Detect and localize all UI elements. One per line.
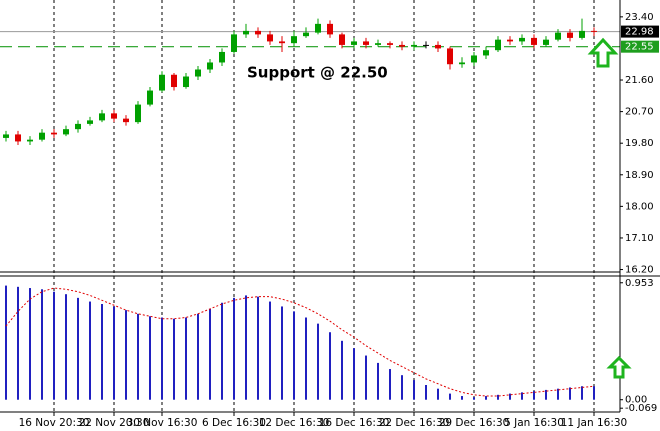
candle-body	[411, 44, 417, 47]
candle-body	[195, 69, 201, 77]
candle-body	[123, 118, 129, 123]
candle-body	[255, 30, 261, 35]
annotation: Support @ 22.50	[247, 64, 388, 82]
support-label: 22.55	[625, 42, 654, 53]
signal-line	[5, 287, 595, 397]
x-tick-label: 29 Dec 16:30	[439, 417, 510, 429]
candle-body	[291, 36, 297, 44]
candle-body	[87, 120, 93, 124]
candle-body	[171, 74, 177, 88]
candle-body	[471, 55, 477, 63]
price-label: 22.98	[625, 27, 654, 38]
candle-body	[63, 129, 69, 135]
candle-body	[99, 113, 105, 121]
candle-body	[279, 41, 285, 44]
candle-body	[111, 113, 117, 119]
candle-body	[147, 90, 153, 105]
x-tick-label: 22 Nov 20:30	[79, 417, 150, 429]
up-arrow-icon	[587, 37, 619, 68]
candle-body	[555, 32, 561, 40]
candle-body	[207, 62, 213, 70]
candle-body	[327, 23, 333, 35]
x-tick-label: 22 Dec 16:30	[379, 417, 450, 429]
candle-body	[135, 104, 141, 123]
y-tick-label: 0.00	[625, 395, 647, 406]
y-tick-label: 19.80	[625, 138, 654, 149]
y-tick-label: -0.069	[625, 403, 657, 414]
candle-body	[315, 23, 321, 33]
candle-body	[375, 43, 381, 45]
grid	[0, 0, 620, 412]
x-tick-label: 16 Dec 16:30	[319, 417, 390, 429]
x-tick-label: 30 Nov 16:30	[127, 417, 198, 429]
y-tick-label: 18.90	[625, 170, 654, 181]
y-tick-label: 23.40	[625, 12, 654, 23]
candle-body	[531, 37, 537, 45]
candle-body	[15, 134, 21, 142]
up-arrow-icon	[606, 355, 632, 379]
y-tick-label: 16.20	[625, 265, 654, 276]
x-tick-label: 5 Jan 16:30	[504, 417, 564, 429]
candle-body	[243, 30, 249, 35]
x-tick-label: 16 Nov 20:30	[19, 417, 90, 429]
candle-body	[567, 32, 573, 38]
y-tick-label: 0.953	[625, 278, 654, 289]
candle-body	[39, 132, 45, 140]
y-tick-label: 18.00	[625, 201, 654, 212]
x-tick-label: 6 Dec 16:30	[202, 417, 266, 429]
candle-body	[519, 37, 525, 42]
candle-body	[423, 44, 429, 46]
candle-body	[3, 134, 9, 138]
candle-body	[159, 74, 165, 91]
x-tick-label: 11 Jan 16:30	[561, 417, 627, 429]
candle-body	[303, 32, 309, 37]
y-tick-label: 17.10	[625, 233, 654, 244]
candle-body	[447, 48, 453, 65]
candle-body	[507, 39, 513, 42]
candle-body	[27, 139, 33, 142]
y-tick-label: 20.70	[625, 107, 654, 118]
candle-body	[183, 76, 189, 88]
candle-body	[591, 30, 597, 32]
candle-body	[363, 41, 369, 45]
candle-body	[543, 39, 549, 45]
y-tick-label: 21.60	[625, 75, 654, 86]
marks	[3, 18, 597, 400]
candle-body	[579, 30, 585, 38]
candle-body	[399, 44, 405, 47]
candle-body	[495, 39, 501, 51]
support-label-box	[621, 40, 659, 53]
x-tick-label: 12 Dec 16:30	[259, 417, 330, 429]
candle-body	[435, 44, 441, 49]
candle-body	[231, 34, 237, 52]
candle-body	[387, 43, 393, 45]
candle-body	[219, 51, 225, 63]
candle-body	[459, 62, 465, 65]
candle-body	[351, 41, 357, 45]
price-label-box	[621, 25, 659, 38]
candle-body	[51, 132, 57, 135]
candle-body	[267, 34, 273, 42]
plot-background	[0, 0, 620, 412]
candle-body	[483, 50, 489, 56]
candle-body	[339, 34, 345, 45]
candle-body	[75, 123, 81, 130]
